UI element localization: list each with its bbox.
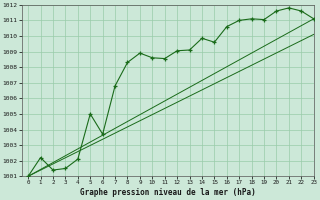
X-axis label: Graphe pression niveau de la mer (hPa): Graphe pression niveau de la mer (hPa): [80, 188, 256, 197]
